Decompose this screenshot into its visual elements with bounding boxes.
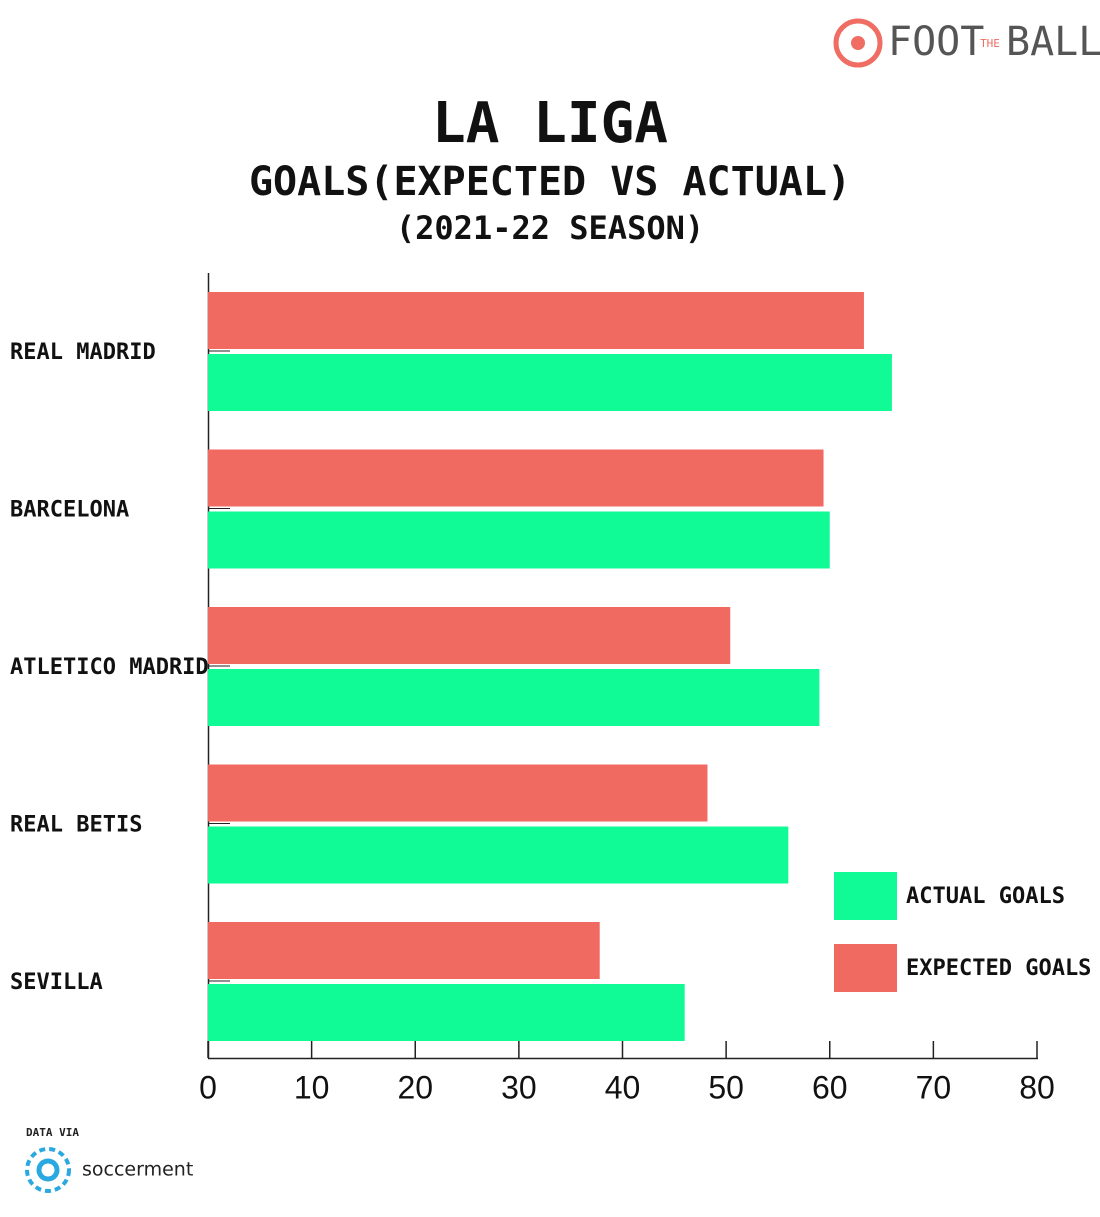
legend-swatch (834, 872, 897, 920)
source-logo-core (36, 1158, 60, 1182)
y-tick-label: REAL BETIS (10, 813, 142, 838)
bar (208, 669, 820, 726)
x-tick-label: 20 (397, 1069, 433, 1105)
source-label: DATA VIA (26, 1126, 79, 1139)
bar (208, 354, 892, 411)
x-tick-label: 0 (199, 1069, 217, 1105)
bar (208, 826, 789, 884)
bar (208, 764, 708, 822)
chart-season: (2021-22 SEASON) (396, 209, 704, 247)
y-tick-label: SEVILLA (10, 970, 103, 995)
x-tick-label: 70 (916, 1069, 952, 1105)
legend-label: ACTUAL GOALS (906, 884, 1065, 909)
brand-the: THE (980, 37, 1000, 50)
bar (208, 984, 685, 1041)
y-tick-label: ATLETICO MADRID (10, 655, 209, 680)
brand-ball (833, 18, 883, 68)
x-tick-label: 80 (1019, 1069, 1055, 1105)
chart-subtitle: GOALS(EXPECTED VS ACTUAL) (249, 159, 851, 205)
x-tick-label: 60 (812, 1069, 848, 1105)
bar (208, 449, 824, 507)
legend-swatch (834, 944, 897, 992)
source-logo (25, 1147, 71, 1193)
legend-label: EXPECTED GOALS (906, 956, 1091, 981)
brand-ball-patch (851, 36, 865, 50)
brand-ball-text: BALL (1006, 19, 1100, 65)
x-tick-label: 50 (708, 1069, 744, 1105)
bar (208, 607, 731, 664)
bar (208, 292, 864, 349)
y-tick-label: REAL MADRID (10, 340, 156, 365)
chart-title: LA LIGA (432, 91, 668, 156)
x-tick-label: 10 (294, 1069, 330, 1105)
y-tick-label: BARCELONA (10, 498, 129, 523)
x-tick-label: 40 (605, 1069, 641, 1105)
x-tick-label: 30 (501, 1069, 537, 1105)
bar (208, 922, 600, 979)
brand-foot: FOOT (888, 19, 984, 65)
bar (208, 511, 830, 569)
source-name: soccerment (82, 1159, 193, 1181)
